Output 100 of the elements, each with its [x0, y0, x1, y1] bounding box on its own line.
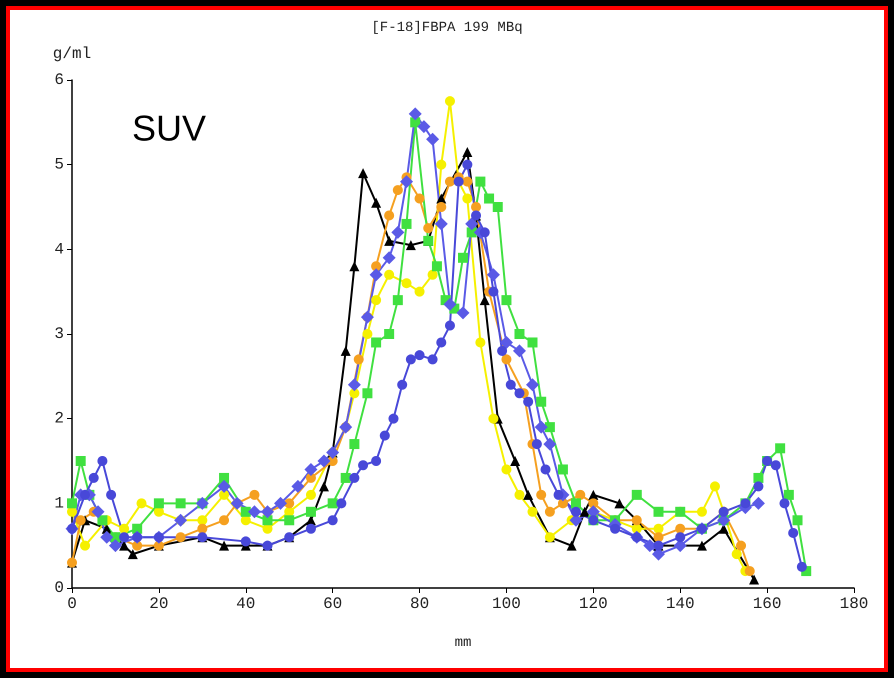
point: [128, 549, 138, 560]
point: [444, 176, 455, 187]
point: [240, 506, 251, 517]
point: [97, 456, 108, 466]
point: [358, 460, 368, 470]
point: [340, 472, 351, 483]
point: [580, 506, 590, 517]
point: [514, 329, 524, 339]
point: [696, 506, 707, 517]
point: [119, 524, 130, 534]
point: [436, 337, 446, 348]
point: [362, 388, 372, 398]
point: [532, 439, 542, 450]
point: [76, 456, 86, 466]
point: [348, 378, 361, 392]
point: [575, 490, 586, 500]
point: [119, 540, 130, 551]
point: [406, 240, 416, 250]
point: [362, 329, 372, 339]
x-tick-label: 40: [236, 595, 256, 613]
point: [108, 539, 122, 552]
point: [119, 532, 130, 542]
x-tick-label: 160: [752, 595, 782, 613]
point: [456, 306, 470, 320]
chart-title: [F-18]FBPA 199 MBq: [371, 20, 523, 36]
point: [475, 176, 486, 187]
point: [328, 498, 338, 508]
point: [514, 490, 524, 500]
point: [540, 464, 551, 474]
point: [536, 490, 546, 500]
point: [462, 160, 472, 170]
point: [506, 380, 516, 390]
point: [384, 236, 394, 246]
point: [262, 515, 272, 526]
x-tick-label: 0: [67, 595, 77, 613]
point: [675, 524, 686, 534]
point: [318, 481, 329, 492]
point: [523, 490, 534, 500]
point: [197, 524, 208, 534]
point: [132, 524, 142, 534]
point: [436, 160, 446, 170]
point: [486, 268, 500, 282]
point: [219, 490, 230, 500]
point: [775, 443, 786, 454]
point: [528, 506, 538, 517]
point: [384, 210, 394, 220]
point: [444, 96, 455, 106]
point: [675, 532, 686, 542]
point: [371, 295, 382, 306]
x-tick-label: 120: [578, 595, 608, 613]
point: [402, 218, 412, 229]
point: [328, 515, 338, 526]
point: [354, 354, 364, 364]
point: [514, 388, 524, 398]
point: [710, 481, 720, 492]
point: [436, 202, 446, 212]
point: [558, 498, 568, 508]
point: [417, 120, 430, 134]
point: [384, 329, 394, 339]
point: [610, 524, 620, 534]
point: [414, 350, 425, 360]
point: [388, 414, 398, 424]
point: [471, 202, 482, 212]
point: [780, 498, 790, 508]
point: [696, 540, 707, 551]
y-tick-label: 2: [54, 410, 64, 428]
point: [248, 505, 261, 518]
point: [370, 268, 383, 282]
point: [284, 498, 294, 508]
point: [397, 380, 408, 390]
point: [654, 506, 664, 517]
x-tick-label: 100: [492, 595, 521, 613]
point: [752, 496, 765, 510]
point: [462, 194, 472, 204]
point: [544, 422, 555, 432]
point: [544, 506, 555, 517]
point: [197, 515, 208, 526]
point: [654, 532, 664, 542]
point: [371, 337, 382, 348]
point: [392, 185, 403, 196]
y-tick-label: 4: [54, 240, 64, 258]
point: [154, 498, 164, 508]
point: [480, 227, 490, 238]
point: [67, 498, 77, 508]
point: [749, 574, 760, 585]
point: [497, 346, 508, 356]
point: [240, 536, 251, 546]
point: [92, 505, 105, 518]
point: [558, 464, 568, 474]
point: [100, 530, 114, 544]
point: [284, 515, 294, 526]
y-tick-label: 6: [54, 71, 64, 89]
y-tick-label: 1: [54, 494, 64, 512]
point: [349, 439, 360, 450]
point: [500, 336, 513, 349]
point: [219, 540, 230, 551]
point: [484, 194, 494, 204]
point: [358, 168, 368, 178]
point: [428, 270, 438, 280]
point: [219, 515, 230, 526]
